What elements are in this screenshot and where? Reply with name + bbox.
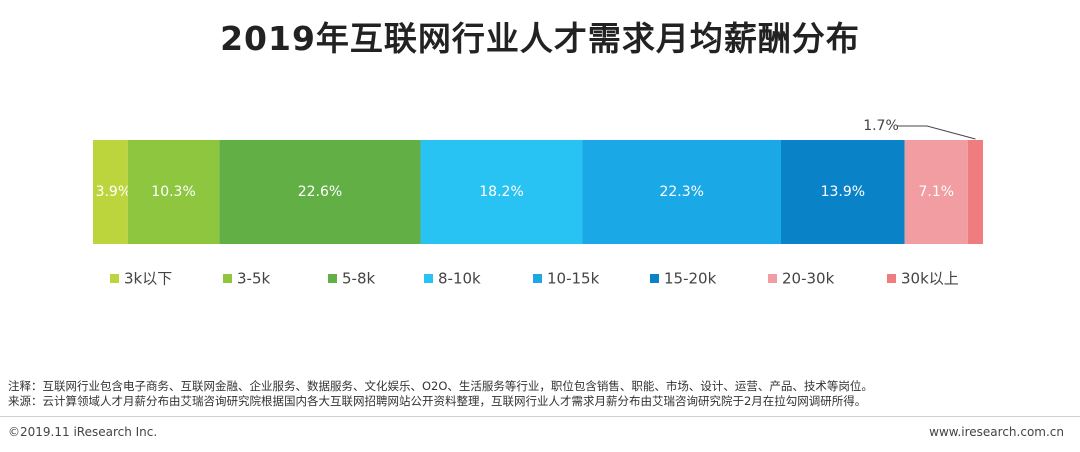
data-label-8: 1.7% [863,118,899,134]
bar-segment-4 [420,140,583,244]
chart-title: 2019年互联网行业人才需求月均薪酬分布 [220,19,860,58]
legend-label-4: 8-10k [438,270,481,288]
data-label-2: 10.3% [151,184,195,200]
stacked-bar-chart: 3.9% 10.3% 22.6% 18.2% 22.3% 13.9% 7.1% 1.7% 3k以… [93,118,983,288]
legend-label-3: 5-8k [342,270,375,288]
copyright-text: ©2019.11 iResearch Inc. [8,425,158,439]
data-label-1: 3.9% [96,184,132,200]
bar-segment-6 [780,140,905,244]
legend-swatch-7 [768,274,777,283]
bar-segment-8 [967,140,983,244]
legend-label-1: 3k以下 [124,270,172,288]
data-label-6: 13.9% [821,184,865,200]
legend-label-6: 15-20k [664,270,717,288]
bar-segment-2 [127,140,220,244]
legend-label-2: 3-5k [237,270,270,288]
legend-label-5: 10-15k [547,270,600,288]
data-label-4: 18.2% [479,184,523,200]
legend-swatch-2 [223,274,232,283]
footer-divider [0,416,1080,417]
legend-swatch-3 [328,274,337,283]
legend-swatch-6 [650,274,659,283]
source-text: 来源：云计算领域人才月薪分布由艾瑞咨询研究院根据国内各大互联网招聘网站公开资料整… [8,394,867,408]
data-label-7: 7.1% [918,184,954,200]
legend-label-7: 20-30k [782,270,835,288]
leader-line [897,125,976,140]
website-text: www.iresearch.com.cn [929,425,1064,439]
data-label-5: 22.3% [659,184,703,200]
data-label-3: 22.6% [298,184,342,200]
legend-label-8: 30k以上 [901,270,959,288]
legend-swatch-8 [887,274,896,283]
note-text: 注释：互联网行业包含电子商务、互联网金融、企业服务、数据服务、文化娱乐、O2O、… [8,379,873,393]
notes: 注释：互联网行业包含电子商务、互联网金融、企业服务、数据服务、文化娱乐、O2O、… [8,379,873,409]
legend-swatch-1 [110,274,119,283]
bar-segment-3 [219,140,421,244]
bar-segment-7 [904,140,968,244]
legend-swatch-4 [424,274,433,283]
bar-segment-5 [582,140,781,244]
bar-segment-1 [93,140,128,244]
legend-swatch-5 [533,274,542,283]
